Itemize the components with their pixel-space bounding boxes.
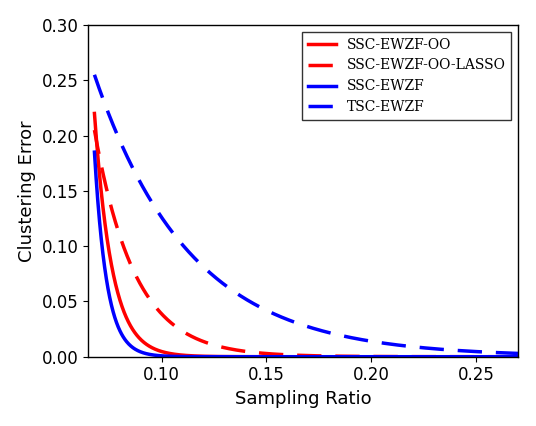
- SSC-EWZF: [382, 354, 389, 359]
- SSC-EWZF: [278, 354, 284, 359]
- Y-axis label: Clustering Error: Clustering Error: [18, 120, 36, 262]
- TSC-EWZF: [382, 341, 389, 346]
- Legend: SSC-EWZF-OO, SSC-EWZF-OO-LASSO, SSC-EWZF, TSC-EWZF: SSC-EWZF-OO, SSC-EWZF-OO-LASSO, SSC-EWZF…: [302, 32, 511, 120]
- TSC-EWZF: [429, 346, 436, 351]
- SSC-EWZF: [421, 354, 428, 359]
- SSC-EWZF: [135, 348, 141, 353]
- TSC-EWZF: [515, 351, 521, 356]
- SSC-EWZF-OO: [135, 334, 141, 339]
- SSC-EWZF-OO-LASSO: [91, 127, 98, 132]
- SSC-EWZF-OO-LASSO: [429, 354, 436, 359]
- Line: SSC-EWZF-OO-LASSO: SSC-EWZF-OO-LASSO: [94, 130, 518, 357]
- SSC-EWZF-OO: [515, 354, 521, 359]
- SSC-EWZF-OO-LASSO: [515, 354, 521, 359]
- SSC-EWZF-OO-LASSO: [263, 351, 269, 356]
- X-axis label: Sampling Ratio: Sampling Ratio: [235, 390, 371, 408]
- TSC-EWZF: [91, 72, 98, 77]
- SSC-EWZF-OO-LASSO: [278, 352, 284, 357]
- SSC-EWZF-OO-LASSO: [135, 276, 141, 282]
- SSC-EWZF-OO: [421, 354, 428, 359]
- Line: TSC-EWZF: TSC-EWZF: [94, 75, 518, 354]
- TSC-EWZF: [278, 314, 284, 320]
- SSC-EWZF-OO: [429, 354, 436, 359]
- Line: SSC-EWZF-OO: SSC-EWZF-OO: [94, 113, 518, 357]
- TSC-EWZF: [135, 175, 141, 180]
- Line: SSC-EWZF: SSC-EWZF: [94, 152, 518, 357]
- TSC-EWZF: [263, 308, 269, 313]
- SSC-EWZF-OO-LASSO: [382, 354, 389, 359]
- SSC-EWZF: [515, 354, 521, 359]
- SSC-EWZF: [429, 354, 436, 359]
- SSC-EWZF-OO: [263, 354, 269, 359]
- SSC-EWZF-OO-LASSO: [421, 354, 428, 359]
- SSC-EWZF-OO: [278, 354, 284, 359]
- SSC-EWZF: [91, 150, 98, 155]
- SSC-EWZF-OO: [382, 354, 389, 359]
- SSC-EWZF-OO: [91, 111, 98, 116]
- SSC-EWZF: [263, 354, 269, 359]
- TSC-EWZF: [421, 345, 428, 351]
